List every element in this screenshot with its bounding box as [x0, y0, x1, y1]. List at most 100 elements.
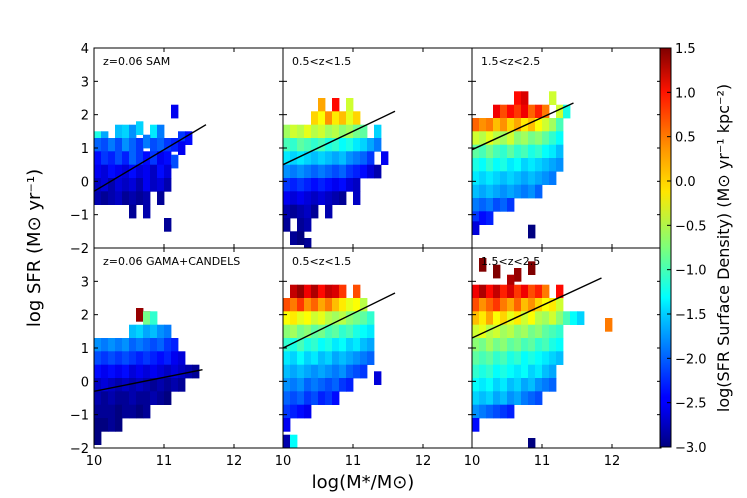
heatmap-cell — [507, 158, 515, 172]
heatmap-cell — [367, 138, 375, 152]
heatmap-cell — [381, 151, 389, 165]
heatmap-cell — [150, 164, 158, 179]
heatmap-cell — [339, 111, 347, 125]
heatmap-cell — [297, 284, 305, 299]
heatmap-cell — [542, 364, 550, 379]
heatmap-cell — [353, 338, 361, 352]
heatmap-cell — [339, 178, 347, 192]
heatmap-cell — [157, 338, 165, 352]
heatmap-cell — [297, 138, 305, 152]
heatmap-cell — [136, 391, 144, 405]
heatmap-cell — [493, 158, 501, 172]
heatmap-cell — [479, 118, 487, 132]
heatmap-cell — [339, 364, 347, 379]
heatmap-cell — [346, 178, 354, 192]
y-tick-label: 4 — [81, 42, 89, 57]
heatmap-cell — [297, 324, 305, 339]
heatmap-cell — [283, 434, 291, 448]
heatmap-cell — [493, 324, 501, 339]
heatmap-cell — [178, 351, 186, 365]
heatmap-cell — [500, 324, 508, 339]
heatmap-cell — [528, 284, 536, 299]
heatmap-cell — [535, 131, 543, 145]
heatmap-cell — [108, 418, 116, 432]
heatmap-cell — [150, 378, 158, 392]
heatmap-cell — [507, 298, 515, 312]
heatmap-cell — [535, 391, 543, 405]
heatmap-cell — [129, 364, 137, 379]
heatmap-cell — [143, 204, 151, 219]
heatmap-cell — [493, 391, 501, 405]
heatmap-cell — [486, 364, 494, 379]
heatmap-cell — [101, 418, 109, 432]
heatmap-cell — [143, 178, 151, 192]
heatmap-cell — [493, 144, 501, 159]
heatmap-cell — [129, 164, 137, 179]
panel-label: z=0.06 GAMA+CANDELS — [103, 255, 240, 268]
heatmap-cell — [115, 351, 123, 365]
heatmap-cell — [360, 338, 368, 352]
heatmap-cell — [171, 351, 179, 365]
heatmap-cell — [542, 324, 550, 339]
heatmap-cell — [129, 178, 137, 192]
colorbar-tick-label: 0.0 — [675, 175, 696, 190]
x-tick-label: 12 — [415, 454, 432, 469]
heatmap-cell — [164, 178, 172, 192]
heatmap-cell — [353, 164, 361, 179]
heatmap-cell — [535, 298, 543, 312]
heatmap-cell — [311, 138, 319, 152]
y-tick-label: 0 — [81, 375, 89, 390]
heatmap-cell — [374, 371, 382, 385]
heatmap-cell — [549, 158, 557, 172]
y-tick-label: −2 — [70, 442, 89, 457]
colorbar-tick-label: −1.0 — [675, 264, 707, 279]
heatmap-cell — [556, 311, 564, 325]
heatmap-cell — [101, 151, 109, 165]
heatmap-cell — [549, 144, 557, 159]
heatmap-cell — [339, 338, 347, 352]
heatmap-cell — [332, 324, 340, 339]
heatmap-cell — [122, 178, 130, 192]
heatmap-cell — [507, 274, 515, 289]
heatmap-cell — [318, 164, 326, 179]
heatmap-cell — [521, 324, 529, 339]
heatmap-cell — [528, 378, 536, 392]
heatmap-cell — [283, 138, 291, 152]
heatmap-cell — [339, 124, 347, 139]
heatmap-cells — [94, 308, 200, 445]
colorbar-tick-label: 0.5 — [675, 131, 696, 146]
heatmap-cell — [528, 351, 536, 365]
heatmap-cell — [143, 324, 151, 339]
heatmap-cell — [514, 298, 522, 312]
heatmap-cell — [472, 131, 480, 145]
heatmap-cell — [108, 338, 116, 352]
heatmap-cell — [514, 338, 522, 352]
heatmap-cell — [283, 391, 291, 405]
heatmap-cell — [514, 91, 522, 105]
heatmap-cell — [528, 118, 536, 132]
heatmap-cell — [472, 211, 480, 225]
heatmap-cell — [136, 338, 144, 352]
heatmap-cell — [325, 311, 333, 325]
heatmap-cell — [290, 338, 298, 352]
heatmap-cell — [290, 434, 298, 448]
heatmap-cell — [479, 364, 487, 379]
heatmap-cell — [521, 158, 529, 172]
heatmap-cell — [94, 191, 102, 205]
colorbar-tick-label: 1.5 — [675, 42, 696, 57]
heatmap-cell — [500, 351, 508, 365]
heatmap-cell — [129, 124, 137, 139]
heatmap-cell — [507, 391, 515, 405]
heatmap-cell — [514, 184, 522, 199]
heatmap-cell — [346, 138, 354, 152]
heatmap-cell — [472, 351, 480, 365]
heatmap-cell — [507, 404, 515, 419]
fit-line — [283, 292, 396, 349]
heatmap-cell — [360, 364, 368, 379]
heatmap-cell — [507, 311, 515, 325]
heatmap-cell — [367, 164, 375, 179]
heatmap-cell — [521, 144, 529, 159]
heatmap-cell — [332, 164, 340, 179]
heatmap-cell — [486, 118, 494, 132]
heatmap-cell — [108, 151, 116, 165]
